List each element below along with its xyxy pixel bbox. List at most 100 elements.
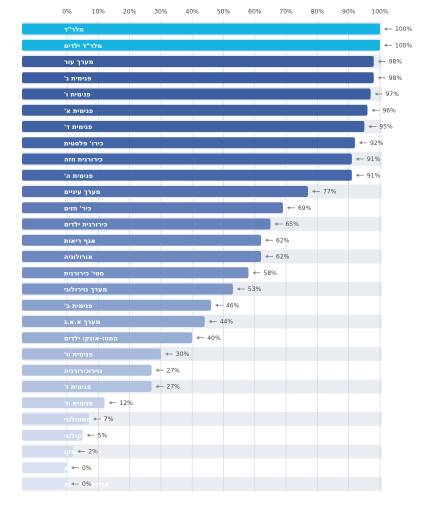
x-tick-label: 60%: [248, 9, 262, 16]
bar: [22, 121, 365, 132]
value-label: 92%: [370, 140, 384, 147]
x-tick-label: 30%: [154, 9, 168, 16]
bar: [22, 316, 205, 327]
category-label: אורתו' אונקו: [64, 448, 103, 456]
bar: [22, 56, 374, 67]
bar: [22, 381, 152, 392]
value-label: 62%: [276, 237, 290, 244]
bar: [22, 267, 249, 279]
category-label: כיר' חזים: [64, 204, 92, 212]
category-label: פנימית ב': [64, 302, 92, 310]
value-pointer-head: [196, 335, 200, 340]
bar: [22, 202, 283, 214]
value-pointer-head: [164, 352, 168, 356]
bar: [22, 251, 262, 262]
value-pointer-head: [286, 205, 290, 210]
value-label: 58%: [264, 270, 278, 277]
value-label: 2%: [88, 449, 98, 456]
category-label: פנימית ט': [64, 351, 93, 359]
value-label: 95%: [379, 124, 393, 131]
bar: [22, 234, 262, 246]
category-label: כירורגית ילדים: [64, 221, 108, 229]
value-label: 53%: [248, 286, 262, 293]
category-label: חטי' אורתופדית: [64, 464, 111, 472]
value-pointer-head: [77, 449, 81, 454]
bar: [22, 23, 380, 35]
value-label: 91%: [367, 172, 381, 179]
bar: [22, 364, 152, 376]
value-pointer-head: [384, 27, 387, 31]
value-label: 100%: [395, 42, 412, 49]
value-label: 77%: [323, 189, 337, 196]
value-label: 91%: [367, 156, 381, 163]
bar: [22, 39, 380, 51]
value-label: 65%: [285, 221, 299, 228]
category-label: פנימית ג': [64, 74, 91, 82]
bar: [22, 332, 193, 344]
category-label: מלר"ד ילדים: [64, 42, 102, 50]
category-label: מערך א.א.ג: [64, 318, 101, 326]
category-label: מערך עור: [64, 58, 94, 66]
category-label: כירו' פלסטית: [64, 139, 104, 147]
category-label: מערך נוירולוגי: [64, 286, 107, 294]
category-label: פנימית ה': [64, 172, 93, 180]
row-stripe: [22, 412, 382, 426]
row-stripe: [22, 477, 382, 491]
bar: [22, 169, 352, 181]
bar: [22, 462, 67, 474]
value-pointer-head: [377, 59, 381, 64]
category-label: פנימית ו': [64, 91, 91, 99]
value-label: 97%: [386, 91, 400, 98]
x-tick-label: 50%: [217, 9, 231, 16]
value-pointer-head: [371, 108, 375, 113]
value-label: 96%: [382, 107, 396, 114]
value-pointer-head: [236, 287, 240, 291]
bar: [22, 348, 161, 360]
value-pointer-head: [377, 75, 381, 80]
value-label: 30%: [176, 351, 190, 358]
value-pointer-head: [274, 222, 278, 226]
bar: [22, 446, 74, 457]
bar: [22, 299, 211, 311]
category-label: פנימית א': [64, 107, 93, 115]
value-pointer-head: [86, 433, 90, 438]
value-label: 12%: [120, 400, 134, 407]
bar: [22, 104, 368, 116]
category-label: מערך עיניים: [64, 188, 101, 196]
value-label: 100%: [395, 26, 412, 33]
value-pointer-head: [355, 173, 359, 178]
x-tick-label: 10%: [92, 9, 106, 16]
bar: [22, 137, 355, 149]
value-label: 46%: [226, 302, 240, 309]
category-label: אגף ריאות: [64, 237, 96, 245]
value-pointer-head: [368, 124, 372, 129]
value-pointer-head: [214, 303, 218, 308]
x-tick-label: 0%: [62, 9, 72, 16]
bar: [22, 283, 233, 295]
x-tick-label: 90%: [342, 9, 356, 16]
bar: [22, 88, 371, 100]
value-label: 40%: [207, 335, 221, 342]
category-label: נוירוכירורגיה: [64, 367, 102, 375]
value-label: 7%: [104, 416, 114, 423]
value-pointer-head: [374, 92, 378, 96]
value-pointer-head: [384, 43, 387, 48]
value-label: 98%: [389, 75, 403, 82]
value-label: 27%: [167, 384, 181, 391]
value-label: 5%: [98, 432, 108, 439]
value-pointer-head: [108, 400, 112, 405]
category-label: פנימית ד': [64, 123, 92, 131]
value-pointer-head: [265, 254, 269, 259]
bar: [22, 218, 271, 230]
value-label: 44%: [220, 319, 234, 326]
value-label: 62%: [276, 254, 290, 261]
bar: [22, 429, 83, 441]
category-label: מערך המטולוגי: [64, 416, 110, 424]
value-label: 0%: [82, 481, 92, 488]
value-pointer-head: [358, 140, 362, 145]
value-pointer-head: [355, 157, 359, 161]
x-tick-label: 70%: [279, 9, 293, 16]
category-label: פנימית ז': [64, 383, 91, 391]
x-tick-label: 100%: [371, 9, 388, 16]
category-label: המטו-אונקו ילדים: [64, 334, 118, 342]
